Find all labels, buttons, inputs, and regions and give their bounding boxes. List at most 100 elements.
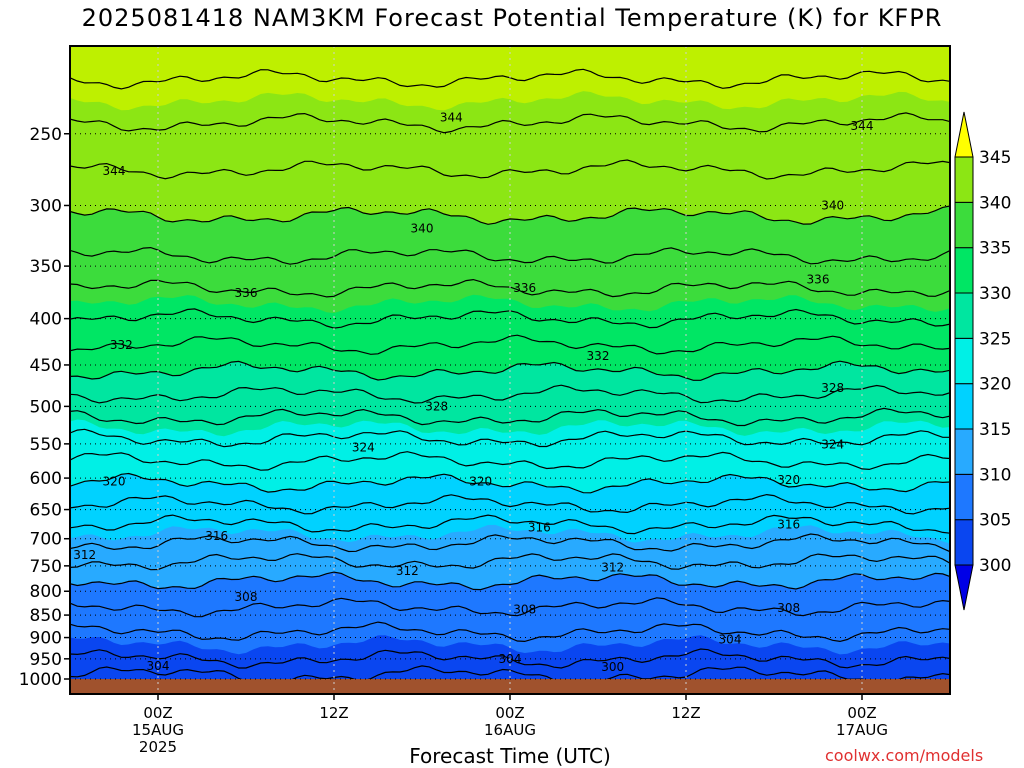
x-tick-label: 16AUG — [484, 721, 536, 739]
contour-label: 320 — [469, 474, 492, 488]
contour-316 — [70, 514, 950, 535]
x-tick-label: 00Z — [847, 704, 876, 722]
colorbar-label: 325 — [979, 329, 1011, 349]
colorbar-segment — [954, 292, 974, 339]
y-tick-label: 700 — [30, 530, 62, 550]
contour-label: 336 — [513, 281, 536, 295]
y-tick-label: 500 — [30, 397, 62, 417]
contour-326 — [70, 407, 950, 427]
colorbar-segment — [954, 473, 974, 521]
contour-label: 312 — [73, 548, 96, 562]
contour-label: 304 — [499, 652, 522, 666]
contour-label: 320 — [103, 474, 126, 488]
x-tick-label: 12Z — [671, 704, 700, 722]
grid-lines — [70, 46, 950, 694]
y-tick-label: 1000 — [19, 670, 62, 690]
contour-label: 340 — [411, 221, 434, 235]
ground-strip — [70, 679, 950, 694]
contour-label: 316 — [205, 529, 228, 543]
colorbar-label: 300 — [979, 556, 1011, 576]
contour-318 — [70, 493, 950, 515]
contour-label: 324 — [352, 440, 375, 454]
x-tick-label: 00Z — [495, 704, 524, 722]
colorbar-label: 345 — [979, 148, 1011, 168]
colorbar-segment — [954, 201, 974, 249]
y-tick-label: 300 — [30, 196, 62, 216]
colorbar-segment — [954, 428, 974, 475]
colorbar-top-arrow — [954, 111, 974, 158]
y-tick-label: 850 — [30, 606, 62, 626]
contour-312 — [70, 553, 950, 571]
contour-labels: 344 344 344 340 340 336 336 336 332 332 328 328 324 3… — [73, 111, 874, 674]
contour-label: 308 — [235, 590, 258, 604]
colorbar-label: 305 — [979, 511, 1011, 531]
x-axis-title: Forecast Time (UTC) — [409, 744, 611, 768]
contour-328 — [70, 384, 950, 404]
contour-label: 312 — [601, 560, 624, 574]
contour-label: 332 — [587, 349, 610, 363]
y-tick-label: 600 — [30, 469, 62, 489]
chart-title: 2025081418 NAM3KM Forecast Potential Tem… — [81, 4, 943, 32]
x-tick-label: 00Z — [143, 704, 172, 722]
contour-label: 308 — [513, 602, 536, 616]
colorbar-segment — [954, 247, 974, 294]
contour-label: 312 — [396, 564, 419, 578]
colorbar-label: 320 — [979, 375, 1011, 395]
y-tick-label: 900 — [30, 629, 62, 649]
y-tick-label: 750 — [30, 557, 62, 577]
contour-322 — [70, 451, 950, 471]
y-tick-label: 800 — [30, 582, 62, 602]
contour-label: 308 — [777, 601, 800, 615]
contour-320 — [70, 472, 950, 494]
contour-label: 344 — [103, 164, 126, 178]
contour-344 — [70, 112, 950, 134]
y-tick-label: 550 — [30, 435, 62, 455]
contour-label: 328 — [425, 399, 448, 413]
colorbar-label: 310 — [979, 465, 1011, 485]
contour-label: 304 — [147, 659, 170, 673]
contour-340 — [70, 205, 950, 225]
contour-label: 328 — [821, 381, 844, 395]
contour-label: 300 — [601, 660, 624, 674]
x-tick-label: 2025 — [139, 738, 177, 756]
contour-label: 336 — [235, 286, 258, 300]
colorbar-label: 315 — [979, 420, 1011, 440]
contour-label: 320 — [777, 473, 800, 487]
contour-342 — [70, 159, 950, 180]
y-tick-label: 450 — [30, 356, 62, 376]
x-tick-label: 17AUG — [836, 721, 888, 739]
colorbar-segment — [954, 519, 974, 566]
contour-label: 336 — [807, 272, 830, 286]
contour-label: 324 — [821, 438, 844, 452]
colorbar-label: 340 — [979, 193, 1011, 213]
contour-label: 304 — [719, 633, 742, 647]
colorbar-segment — [954, 337, 974, 385]
y-axis: 250 300 350 400 450 500 550 600 650 700 750 800 850 9… — [19, 125, 70, 690]
contour-label: 316 — [528, 520, 551, 534]
contour-310 — [70, 571, 950, 591]
contour-332 — [70, 334, 950, 355]
contour-label: 316 — [777, 517, 800, 531]
y-tick-label: 350 — [30, 257, 62, 277]
colorbar-bottom-arrow — [954, 564, 974, 611]
contour-label: 340 — [821, 198, 844, 212]
contour-label: 344 — [851, 119, 874, 133]
colorbar: 300 305 310 315 320 325 330 335 340 345 — [954, 111, 1011, 611]
contour-label: 344 — [440, 111, 463, 125]
contour-330 — [70, 360, 950, 381]
band-345 — [70, 46, 950, 111]
credit-text: coolwx.com/models — [825, 746, 984, 765]
y-tick-label: 400 — [30, 310, 62, 330]
x-tick-label: 12Z — [319, 704, 348, 722]
colorbar-label: 335 — [979, 239, 1011, 259]
colorbar-segment — [954, 156, 974, 203]
y-tick-label: 650 — [30, 501, 62, 521]
contour-label: 332 — [110, 338, 133, 352]
x-tick-label: 15AUG — [132, 721, 184, 739]
colorbar-segment — [954, 383, 974, 430]
colorbar-label: 330 — [979, 284, 1011, 304]
contour-338 — [70, 246, 950, 265]
y-tick-label: 950 — [30, 650, 62, 670]
